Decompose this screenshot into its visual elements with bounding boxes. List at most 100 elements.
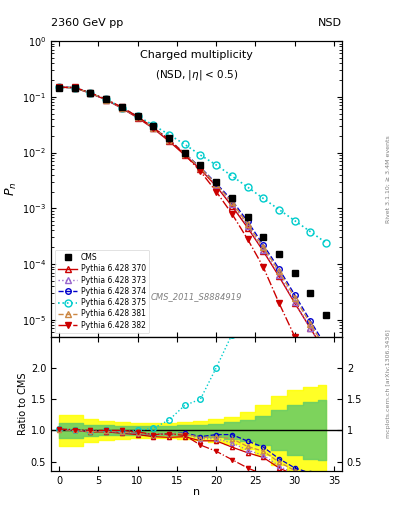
Text: Charged multiplicity: Charged multiplicity [140, 50, 253, 60]
Pythia 6.428 382 [72, 84, 77, 91]
Pythia 6.428 375 [198, 152, 203, 158]
Pythia 6.428 373 [198, 165, 203, 172]
Pythia 6.428 381 [72, 84, 77, 91]
Pythia 6.428 381 [324, 347, 329, 353]
Pythia 6.428 373 [151, 124, 156, 131]
Pythia 6.428 381 [167, 137, 171, 143]
Text: 2360 GeV pp: 2360 GeV pp [51, 18, 123, 28]
Pythia 6.428 375 [214, 162, 219, 168]
Pythia 6.428 381 [230, 199, 234, 205]
Pythia 6.428 373 [104, 96, 108, 102]
CMS [57, 84, 61, 91]
CMS [119, 104, 124, 110]
Pythia 6.428 374 [151, 124, 156, 131]
Pythia 6.428 373 [88, 90, 93, 96]
Pythia 6.428 382 [104, 96, 108, 102]
Y-axis label: Ratio to CMS: Ratio to CMS [18, 373, 28, 435]
Pythia 6.428 373 [72, 84, 77, 91]
Pythia 6.428 381 [88, 90, 93, 96]
Pythia 6.428 375 [72, 84, 77, 91]
Pythia 6.428 374 [167, 137, 171, 143]
Pythia 6.428 370 [245, 225, 250, 231]
Pythia 6.428 374 [182, 151, 187, 157]
Pythia 6.428 381 [214, 181, 219, 187]
Pythia 6.428 381 [308, 321, 313, 327]
Pythia 6.428 373 [167, 137, 171, 143]
Pythia 6.428 373 [324, 351, 329, 357]
Pythia 6.428 382 [292, 334, 297, 340]
CMS [214, 179, 219, 185]
CMS [135, 113, 140, 119]
CMS [198, 162, 203, 168]
Pythia 6.428 381 [119, 105, 124, 111]
Pythia 6.428 374 [292, 292, 297, 298]
Pythia 6.428 375 [292, 218, 297, 224]
Pythia 6.428 382 [214, 188, 219, 195]
Pythia 6.428 373 [261, 247, 266, 253]
Pythia 6.428 370 [324, 350, 329, 356]
Pythia 6.428 370 [151, 125, 156, 132]
Pythia 6.428 382 [151, 124, 156, 131]
Line: Pythia 6.428 374: Pythia 6.428 374 [56, 84, 329, 350]
Pythia 6.428 374 [261, 242, 266, 248]
Pythia 6.428 373 [308, 326, 313, 332]
Pythia 6.428 382 [182, 152, 187, 158]
CMS [88, 90, 93, 96]
CMS [151, 123, 156, 129]
Pythia 6.428 382 [277, 300, 281, 306]
CMS [104, 96, 108, 102]
Pythia 6.428 375 [308, 229, 313, 235]
Pythia 6.428 375 [261, 196, 266, 202]
Pythia 6.428 370 [88, 90, 93, 96]
Pythia 6.428 370 [308, 326, 313, 332]
Pythia 6.428 370 [277, 273, 281, 280]
Pythia 6.428 381 [135, 114, 140, 120]
Pythia 6.428 370 [292, 300, 297, 306]
Legend: CMS, Pythia 6.428 370, Pythia 6.428 373, Pythia 6.428 374, Pythia 6.428 375, Pyt: CMS, Pythia 6.428 370, Pythia 6.428 373,… [55, 250, 149, 333]
Pythia 6.428 381 [104, 96, 108, 102]
Pythia 6.428 373 [292, 299, 297, 305]
Pythia 6.428 370 [119, 105, 124, 112]
Pythia 6.428 370 [167, 138, 171, 144]
Pythia 6.428 374 [88, 90, 93, 96]
Pythia 6.428 375 [151, 122, 156, 128]
Pythia 6.428 375 [88, 90, 93, 96]
Line: Pythia 6.428 381: Pythia 6.428 381 [56, 84, 329, 353]
Pythia 6.428 381 [277, 268, 281, 274]
Pythia 6.428 374 [324, 344, 329, 350]
Pythia 6.428 370 [198, 166, 203, 173]
CMS [324, 312, 329, 318]
CMS [230, 196, 234, 202]
Pythia 6.428 374 [308, 318, 313, 324]
Pythia 6.428 374 [72, 84, 77, 91]
Pythia 6.428 370 [261, 248, 266, 254]
Pythia 6.428 381 [57, 84, 61, 91]
Y-axis label: $P_n$: $P_n$ [4, 182, 19, 196]
Pythia 6.428 373 [230, 201, 234, 207]
CMS [245, 214, 250, 220]
Pythia 6.428 382 [119, 104, 124, 110]
Pythia 6.428 382 [324, 389, 329, 395]
Pythia 6.428 370 [104, 97, 108, 103]
Pythia 6.428 370 [230, 203, 234, 209]
CMS [167, 135, 171, 141]
Text: (NSD, $|\eta|$ < 0.5): (NSD, $|\eta|$ < 0.5) [155, 68, 238, 81]
Pythia 6.428 382 [245, 236, 250, 242]
Text: mcplots.cern.ch [arXiv:1306.3436]: mcplots.cern.ch [arXiv:1306.3436] [386, 330, 391, 438]
Text: NSD: NSD [318, 18, 342, 28]
Pythia 6.428 375 [135, 113, 140, 119]
Pythia 6.428 373 [214, 182, 219, 188]
Pythia 6.428 374 [230, 197, 234, 203]
Pythia 6.428 375 [104, 96, 108, 102]
Pythia 6.428 382 [308, 362, 313, 369]
Pythia 6.428 375 [57, 84, 61, 90]
Pythia 6.428 382 [198, 168, 203, 175]
CMS [261, 234, 266, 241]
Pythia 6.428 373 [57, 84, 61, 90]
Pythia 6.428 382 [230, 210, 234, 217]
Pythia 6.428 373 [277, 271, 281, 278]
Pythia 6.428 375 [324, 240, 329, 246]
Line: Pythia 6.428 373: Pythia 6.428 373 [56, 84, 329, 357]
Pythia 6.428 374 [135, 114, 140, 120]
Pythia 6.428 382 [57, 84, 61, 90]
